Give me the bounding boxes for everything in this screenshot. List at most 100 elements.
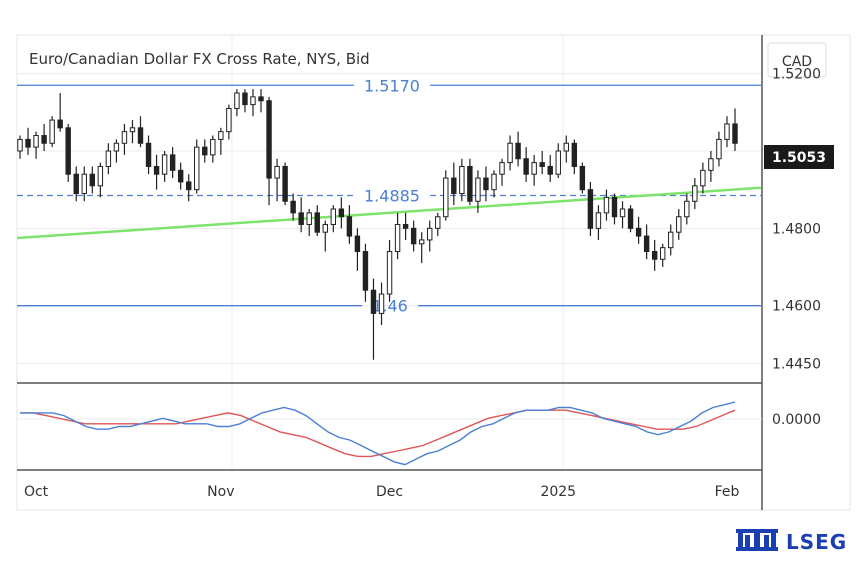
candle-body bbox=[378, 293, 385, 314]
candle bbox=[242, 89, 248, 113]
candle-body bbox=[708, 158, 714, 171]
candle bbox=[418, 232, 425, 264]
candle bbox=[113, 139, 120, 163]
candle-body bbox=[145, 142, 152, 167]
candle bbox=[483, 166, 489, 202]
candle bbox=[659, 243, 666, 267]
candle-body bbox=[290, 200, 296, 214]
candle-body bbox=[402, 223, 409, 229]
y-tick-label: 1.5200 bbox=[772, 67, 821, 83]
candle-body bbox=[579, 165, 586, 191]
candle bbox=[89, 166, 96, 194]
candle bbox=[435, 212, 441, 237]
candle-body bbox=[73, 173, 79, 195]
candle-body bbox=[65, 127, 71, 175]
candle bbox=[298, 197, 304, 233]
candle-body bbox=[619, 208, 626, 218]
candle-body bbox=[700, 169, 706, 187]
candle bbox=[427, 220, 433, 252]
candle-body bbox=[129, 127, 136, 133]
candle bbox=[635, 216, 642, 244]
candle bbox=[684, 193, 690, 225]
candle bbox=[258, 89, 264, 113]
candle-body bbox=[531, 162, 537, 175]
candle-body bbox=[418, 239, 425, 245]
candle-body bbox=[346, 216, 353, 237]
candle bbox=[451, 162, 457, 206]
candle bbox=[443, 170, 449, 221]
candle-body bbox=[676, 216, 682, 233]
candle-body bbox=[435, 216, 441, 229]
last-price-box bbox=[764, 145, 834, 169]
candle-body bbox=[113, 142, 120, 152]
candle-body bbox=[97, 165, 104, 187]
candle bbox=[202, 139, 208, 163]
candle bbox=[386, 239, 393, 302]
x-tick-label: Dec bbox=[376, 484, 403, 500]
moving-average bbox=[16, 186, 762, 240]
candle-body bbox=[515, 142, 521, 160]
candle bbox=[330, 205, 337, 233]
chart-title: Euro/Canadian Dollar FX Cross Rate, NYS,… bbox=[29, 50, 370, 68]
candle bbox=[475, 170, 481, 213]
candle-body bbox=[483, 177, 489, 191]
x-tick-label: 2025 bbox=[540, 484, 576, 500]
candle-body bbox=[362, 251, 369, 291]
candle bbox=[274, 158, 280, 202]
candle-body bbox=[89, 173, 96, 187]
candle bbox=[579, 162, 586, 194]
candle bbox=[651, 239, 658, 271]
candle bbox=[250, 89, 256, 117]
candle-body bbox=[49, 119, 55, 144]
candle-body bbox=[386, 251, 393, 295]
candle-body bbox=[611, 196, 618, 218]
candle bbox=[161, 151, 168, 182]
candle bbox=[708, 151, 714, 182]
candle-body bbox=[459, 165, 465, 195]
candle-body bbox=[571, 142, 578, 167]
level-label: 1.5170 bbox=[364, 76, 420, 95]
candle-body bbox=[716, 138, 722, 160]
candle bbox=[491, 170, 497, 198]
candle bbox=[153, 154, 160, 190]
candle-body bbox=[177, 169, 184, 183]
candle bbox=[724, 116, 730, 148]
lseg-wordmark: LSEG bbox=[786, 530, 847, 554]
candle bbox=[169, 147, 176, 179]
candle bbox=[467, 158, 473, 206]
candle bbox=[306, 209, 312, 237]
candle-body bbox=[161, 154, 168, 175]
candle bbox=[716, 131, 722, 167]
candle-body bbox=[17, 138, 23, 152]
candle bbox=[499, 158, 505, 186]
candle-body bbox=[226, 107, 232, 133]
candle bbox=[282, 162, 288, 206]
candle bbox=[531, 154, 537, 186]
candle-body bbox=[274, 165, 280, 179]
candle bbox=[539, 151, 545, 175]
candle-body bbox=[394, 223, 401, 253]
last-price-label: 1.5053 bbox=[772, 150, 826, 166]
candle-body bbox=[643, 235, 650, 253]
candle-body bbox=[234, 92, 240, 109]
candle bbox=[700, 162, 706, 194]
candle-body bbox=[724, 123, 730, 140]
candle bbox=[41, 123, 47, 151]
candle-body bbox=[250, 96, 256, 106]
candle bbox=[595, 205, 602, 240]
candle-body bbox=[635, 227, 642, 237]
candle-body bbox=[282, 165, 288, 202]
x-axis-ticks: Oct Nov Dec 2025 Feb bbox=[24, 484, 740, 500]
candle-body bbox=[81, 173, 87, 195]
moving-average-line bbox=[16, 186, 762, 240]
candle-body bbox=[41, 135, 47, 144]
candle-body bbox=[627, 208, 634, 229]
candle bbox=[346, 205, 353, 244]
candle-body bbox=[218, 131, 224, 140]
candle-body bbox=[298, 212, 304, 225]
candle bbox=[322, 220, 328, 252]
candle-body bbox=[467, 165, 473, 202]
chart-frame bbox=[16, 34, 851, 511]
candle bbox=[547, 154, 553, 182]
